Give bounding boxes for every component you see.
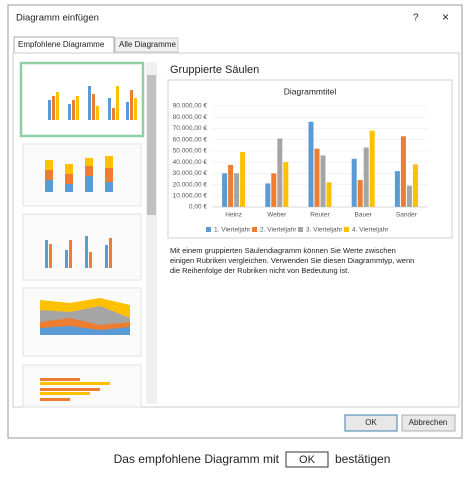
legend-swatch — [344, 227, 349, 232]
thumbnail[interactable] — [22, 143, 142, 207]
bar — [271, 173, 277, 207]
ok-button[interactable] — [344, 414, 398, 432]
thumbnail-list[interactable] — [19, 61, 157, 408]
bar — [357, 180, 363, 207]
cancel-button[interactable] — [401, 414, 456, 432]
y-tick-label: 30.000,00 € — [173, 170, 208, 177]
chart-title: Diagrammtitel — [284, 86, 337, 96]
thumbnail-bars — [45, 86, 129, 268]
bar — [363, 147, 369, 207]
y-tick-label: 40.000,00 € — [173, 159, 208, 166]
y-tick-label: 70.000,00 € — [173, 125, 208, 132]
bar — [412, 164, 418, 207]
bar — [283, 162, 289, 207]
y-tick-label: 80.000,00 € — [173, 114, 208, 121]
x-tick-label: Heinz — [225, 212, 242, 219]
scrollbar[interactable] — [146, 62, 157, 404]
x-tick-label: Reuter — [310, 212, 330, 219]
thumbnail-bars — [40, 86, 137, 395]
bar — [351, 158, 357, 207]
x-tick-label: Bauer — [355, 212, 373, 219]
bar — [222, 173, 228, 207]
description-line: die Reihenfolge der Rubriken nicht von B… — [170, 266, 349, 275]
tab-label[interactable]: Empfohlene Diagramme — [18, 40, 105, 49]
legend-label: 1. Vierteljahr — [214, 227, 251, 234]
y-tick-label: 60.000,00 € — [173, 136, 208, 143]
chart-type-heading: Gruppierte Säulen — [170, 64, 259, 76]
bar — [265, 183, 271, 207]
bar — [308, 121, 314, 207]
y-tick-label: 50.000,00 € — [173, 148, 208, 155]
tab[interactable] — [114, 37, 179, 53]
cancel-label[interactable]: Abbrechen — [409, 418, 448, 427]
description-line: einigen Rubriken vergleichen. Verwenden … — [170, 256, 414, 265]
bar — [369, 130, 375, 207]
thumbnail-shape — [40, 326, 130, 335]
bar — [320, 155, 326, 207]
bar — [400, 136, 406, 207]
tab-label[interactable]: Alle Diagramme — [119, 40, 176, 49]
description-line: Mit einem gruppierten Säulendiagramm kön… — [170, 246, 396, 255]
bar — [394, 171, 400, 207]
x-tick-label: Weber — [267, 212, 287, 219]
bar — [240, 152, 246, 207]
caption-button — [285, 451, 329, 468]
help-button[interactable]: ? — [413, 13, 419, 24]
close-button[interactable]: × — [442, 10, 449, 24]
y-tick-label: 10.000,00 € — [173, 192, 208, 199]
thumbnail-selected[interactable] — [19, 61, 145, 138]
legend-label: 2. Vierteljahr — [260, 227, 297, 234]
legend-label: 3. Vierteljahr — [306, 227, 343, 234]
bar — [406, 185, 412, 207]
thumbnail[interactable] — [22, 213, 142, 281]
caption-text: bestätigen — [335, 452, 390, 466]
thumbnail-bars — [40, 90, 133, 401]
y-tick-label: 0,00 € — [189, 204, 207, 211]
legend-label: 4. Vierteljahr — [352, 227, 389, 234]
bar — [326, 182, 332, 207]
scrollbar-thumb[interactable] — [147, 75, 156, 215]
dialog-title: Diagramm einfügen — [16, 13, 99, 24]
legend-swatch — [298, 227, 303, 232]
ok-label[interactable]: OK — [365, 418, 377, 427]
legend-swatch — [206, 227, 211, 232]
legend-swatch — [252, 227, 257, 232]
bar — [277, 138, 283, 207]
caption-text: Das empfohlene Diagramm mit — [114, 452, 280, 466]
y-tick-label: 20.000,00 € — [173, 181, 208, 188]
caption-button-label: OK — [299, 454, 316, 466]
y-tick-label: 90.000,00 € — [173, 103, 208, 110]
x-tick-label: Sander — [396, 212, 418, 219]
bar — [314, 148, 320, 207]
bar — [234, 173, 240, 207]
description: Mit einem gruppierten Säulendiagramm kön… — [170, 246, 414, 275]
bar — [228, 164, 234, 207]
